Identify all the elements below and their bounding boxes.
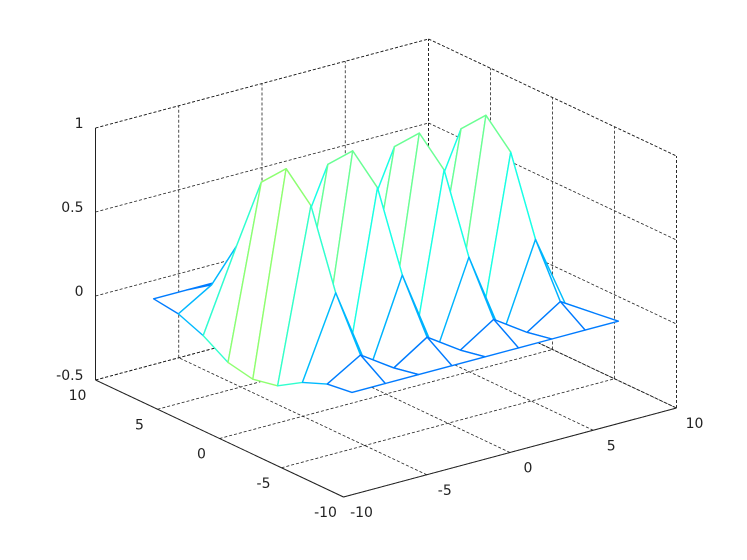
x-tick-label: 10 — [686, 416, 704, 432]
mesh-cell — [326, 354, 386, 394]
x-axis — [343, 407, 677, 498]
grid-line — [219, 349, 553, 439]
y-tick-label: 10 — [69, 388, 87, 404]
z-tick-label: -0.5 — [56, 368, 83, 384]
z-tick-label: 0.5 — [61, 200, 83, 216]
x-tick-label: -10 — [350, 505, 373, 521]
z-tick-label: 0 — [75, 284, 84, 300]
grid-line — [95, 38, 429, 129]
y-tick-label: 5 — [135, 417, 144, 433]
grid-line — [281, 378, 615, 469]
grid-line — [345, 312, 594, 431]
grid-line — [428, 38, 677, 157]
x-tick-label: -5 — [438, 483, 452, 499]
y-tick-label: 0 — [197, 447, 206, 463]
y-tick-label: -10 — [314, 505, 337, 521]
x-tick-label: 0 — [524, 461, 533, 477]
y-tick-label: -5 — [257, 476, 271, 492]
grid-line — [95, 122, 429, 213]
y-axis — [95, 379, 344, 498]
x-tick-label: 5 — [607, 438, 616, 454]
z-tick-label: 1 — [75, 116, 84, 132]
